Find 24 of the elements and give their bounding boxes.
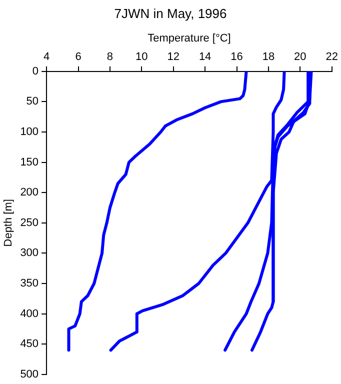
y-tick-label: 350	[20, 278, 39, 290]
y-tick-label: 450	[20, 338, 39, 350]
x-tick-label: 4	[43, 50, 50, 63]
y-tick-label: 300	[20, 247, 39, 260]
y-tick-label: 250	[20, 216, 39, 229]
chart-title: 7JWN in May, 1996	[113, 6, 228, 21]
x-tick-label: 10	[136, 50, 148, 63]
y-tick-label: 500	[20, 368, 39, 380]
x-tick-label: 18	[262, 50, 275, 63]
y-tick-label: 0	[32, 65, 39, 78]
x-tick-label: 16	[230, 50, 243, 63]
x-tick-label: 14	[198, 50, 212, 63]
y-tick-label: 200	[20, 186, 39, 199]
y-axis-title: Depth [m]	[2, 199, 15, 247]
y-tick-label: 150	[20, 156, 39, 168]
x-tick-label: 6	[75, 50, 82, 63]
y-tick-label: 50	[26, 96, 39, 108]
x-tick-label: 12	[167, 50, 180, 63]
y-tick-label: 400	[20, 308, 39, 320]
x-tick-label: 8	[106, 50, 114, 63]
y-tick-label: 100	[20, 126, 39, 138]
x-axis-title: Temperature [°C]	[148, 32, 231, 45]
x-tick-label: 22	[326, 50, 338, 63]
x-tick-label: 20	[294, 50, 306, 63]
